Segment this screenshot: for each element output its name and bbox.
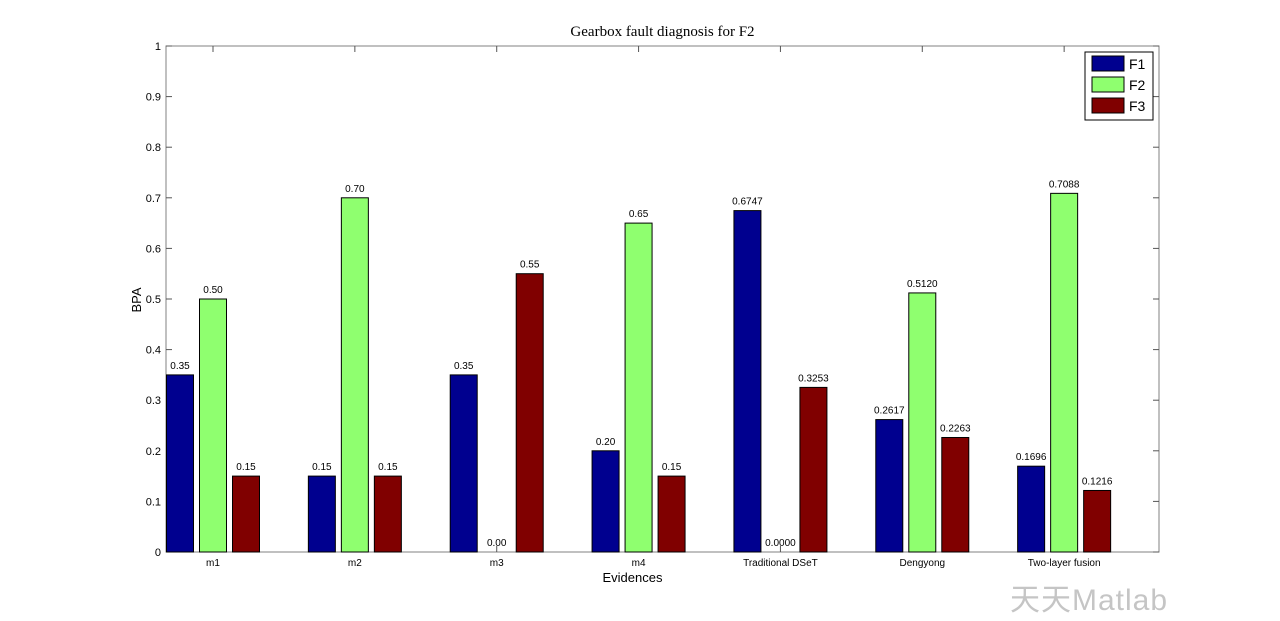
y-tick-label: 0.9 [146, 92, 161, 104]
x-tick-label: m3 [490, 558, 504, 569]
bar-f1 [1017, 465, 1046, 553]
legend-swatch-f2 [1091, 76, 1125, 93]
x-tick-label: m4 [632, 558, 646, 569]
data-label: 0.15 [312, 462, 332, 473]
bar-f2 [340, 197, 369, 553]
bar-f3 [799, 386, 828, 553]
legend-label: F3 [1129, 98, 1146, 114]
bar-f2 [624, 222, 653, 553]
chart-title: Gearbox fault diagnosis for F2 [570, 24, 754, 40]
watermark: 天天Matlab [1010, 584, 1169, 617]
plot-area [165, 45, 1160, 553]
data-label: 0.7088 [1049, 179, 1080, 190]
bar-f1 [307, 475, 336, 553]
bar-f1 [166, 374, 194, 553]
data-label: 0.3253 [798, 373, 829, 384]
data-label: 0.20 [596, 437, 616, 448]
data-label: 0.70 [345, 184, 365, 195]
y-tick-label: 0.3 [146, 395, 161, 407]
bar-f1 [875, 419, 904, 553]
x-tick-label: m2 [348, 558, 362, 569]
data-label: 0.15 [236, 462, 256, 473]
bar-f1 [449, 374, 478, 553]
y-axis-label: BPA [129, 287, 144, 312]
bar-f2 [1050, 192, 1079, 553]
y-tick-label: 0.4 [146, 345, 161, 357]
data-label: 0.5120 [907, 279, 938, 290]
data-label: 0.00 [487, 538, 507, 549]
legend-swatch-f1 [1091, 55, 1125, 72]
bar-f1 [733, 210, 762, 553]
data-label: 0.35 [170, 361, 190, 372]
bar-f3 [657, 475, 686, 553]
data-label: 0.6747 [732, 197, 763, 208]
y-tick-label: 0.5 [146, 294, 161, 306]
bar-f2 [908, 292, 937, 553]
y-tick-label: 0 [155, 547, 161, 559]
bar-f3 [232, 475, 260, 553]
x-tick-label: m1 [206, 558, 220, 569]
y-tick-label: 0.6 [146, 243, 161, 255]
legend-swatch-f3 [1091, 97, 1125, 114]
data-label: 0.1216 [1082, 476, 1113, 487]
data-label: 0.50 [203, 285, 223, 296]
legend-label: F2 [1129, 77, 1146, 93]
data-label: 0.15 [378, 462, 398, 473]
y-tick-label: 0.2 [146, 446, 161, 458]
bar-f3 [1083, 489, 1112, 553]
y-tick-label: 0.1 [146, 496, 161, 508]
x-tick-label: Traditional DSeT [743, 558, 818, 569]
data-label: 0.1696 [1016, 452, 1047, 463]
data-label: 0.65 [629, 209, 649, 220]
y-tick-label: 0.8 [146, 142, 161, 154]
x-tick-label: Two-layer fusion [1028, 558, 1101, 569]
data-label: 0.0000 [765, 538, 796, 549]
y-tick-label: 1 [155, 41, 161, 53]
data-label: 0.55 [520, 260, 540, 271]
x-tick-label: Dengyong [899, 558, 945, 569]
bar-f3 [515, 273, 544, 553]
data-label: 0.2617 [874, 406, 905, 417]
legend-label: F1 [1129, 56, 1146, 72]
bar-f3 [373, 475, 402, 553]
data-label: 0.35 [454, 361, 474, 372]
bar-f3 [941, 436, 970, 553]
bar-f2 [199, 298, 227, 553]
bar-f1 [591, 450, 620, 553]
x-axis-label: Evidences [603, 570, 663, 585]
y-tick-label: 0.7 [146, 193, 161, 205]
data-label: 0.15 [662, 462, 682, 473]
data-label: 0.2263 [940, 423, 971, 434]
